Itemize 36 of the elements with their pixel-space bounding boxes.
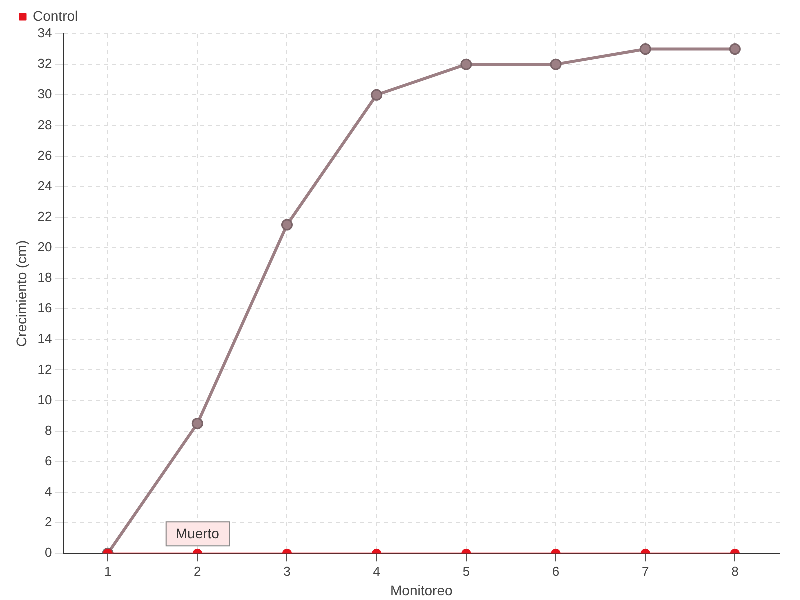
point — [460, 58, 472, 70]
x-tick-label: 5 — [462, 564, 470, 579]
y-tick-label: 24 — [38, 178, 52, 194]
x-tick-label: 1 — [104, 564, 112, 579]
x-tick-label: 4 — [373, 564, 380, 579]
y-tick-label: 6 — [45, 453, 52, 468]
point — [640, 44, 652, 56]
point — [550, 58, 562, 70]
x-tick-label: 2 — [194, 564, 202, 579]
legend-label: Control — [33, 8, 78, 24]
y-tick-label: 26 — [38, 148, 52, 163]
y-tick-label: 20 — [38, 240, 52, 255]
y-tick-label: 8 — [45, 422, 52, 438]
x-tick-label: 8 — [732, 564, 739, 579]
y-tick-label: 16 — [38, 300, 52, 316]
annotation: Muerto — [176, 525, 220, 542]
y-tick-label: 32 — [38, 56, 52, 72]
y-tick-label: 14 — [38, 331, 52, 346]
y-tick-label: 28 — [38, 117, 52, 132]
y-tick-label: 34 — [38, 26, 52, 41]
y-axis-title: Crecimiento (cm) — [13, 240, 30, 348]
y-tick-label: 18 — [38, 270, 52, 286]
point — [281, 219, 293, 231]
y-tick-label: 0 — [45, 545, 52, 560]
y-tick-label: 4 — [45, 484, 52, 500]
point — [729, 44, 741, 56]
x-axis-title: Monitoreo — [390, 582, 453, 598]
y-tick-label: 12 — [38, 362, 52, 377]
y-tick-label: 22 — [38, 208, 52, 224]
y-tick-label: 30 — [38, 86, 52, 102]
y-tick-label: 2 — [45, 514, 52, 530]
x-tick-label: 7 — [642, 564, 650, 579]
x-tick-label: 3 — [284, 564, 291, 579]
x-tick-label: 6 — [552, 564, 560, 579]
point — [371, 89, 383, 101]
y-tick-label: 10 — [38, 392, 52, 408]
